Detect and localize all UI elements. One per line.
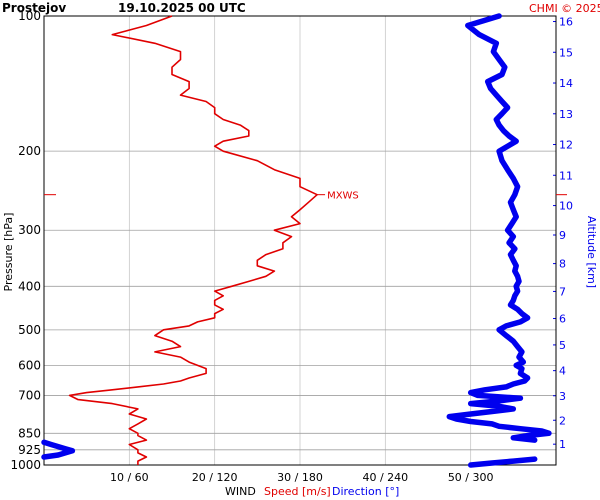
max-wind-marker: MXWS	[44, 191, 567, 202]
y-axis-label: Pressure [hPa]	[2, 213, 15, 292]
speed-series-line	[68, 15, 318, 465]
pressure-tick-label: 500	[18, 323, 41, 337]
plot-series	[41, 13, 557, 468]
altitude-tick-label: 15	[559, 46, 573, 59]
altitude-tick-label: 5	[559, 339, 566, 352]
direction-series-line	[41, 439, 76, 460]
x-tick-label: 30 / 180	[277, 471, 323, 484]
wind-label: WIND	[225, 485, 256, 498]
direction-series-line	[467, 456, 538, 468]
altitude-tick-label: 6	[559, 313, 566, 326]
pressure-tick-label: 925	[18, 443, 41, 457]
altitude-tick-label: 11	[559, 169, 573, 182]
pressure-tick-label: 850	[18, 426, 41, 440]
x-tick-label: 20 / 120	[192, 471, 238, 484]
credit-label: CHMI © 2025	[529, 2, 600, 15]
pressure-tick-label: 700	[18, 388, 41, 402]
speed-label: Speed [m/s]	[264, 485, 331, 498]
altitude-axis-label: Altitude [km]	[585, 216, 598, 288]
pressure-tick-label: 100	[18, 9, 41, 23]
plot-border	[43, 15, 557, 466]
pressure-tick-label: 400	[18, 279, 41, 293]
direction-label: Direction [°]	[332, 485, 399, 498]
x-tick-label: 50 / 300	[448, 471, 494, 484]
altitude-tick-label: 14	[559, 77, 573, 90]
altitude-tick-label: 13	[559, 108, 573, 121]
sounding-datetime: 19.10.2025 00 UTC	[118, 1, 246, 15]
altitude-tick-label: 4	[559, 365, 566, 378]
altitude-tick-label: 3	[559, 390, 566, 403]
max-wind-label: MXWS	[327, 191, 359, 202]
altitude-tick-label: 12	[559, 139, 573, 152]
horizontal-gridlines	[44, 150, 556, 451]
x-tick-label: 10 / 60	[110, 471, 149, 484]
station-name: Prostejov	[2, 1, 66, 15]
x-tick-label: 40 / 240	[362, 471, 408, 484]
altitude-tick-label: 2	[559, 414, 566, 427]
pressure-tick-label: 600	[18, 358, 41, 372]
altitude-tick-label: 9	[559, 229, 566, 242]
altitude-tick-label: 10	[559, 200, 573, 213]
altitude-tick-label: 7	[559, 285, 566, 298]
x-axis-ticks: 10 / 60 20 / 120 30 / 180 40 / 240 50 / 300	[110, 471, 494, 484]
pressure-tick-label: 1000	[10, 458, 41, 472]
pressure-tick-label: 200	[18, 144, 41, 158]
altitude-tick-label: 1	[559, 438, 566, 451]
altitude-tick-label: 16	[559, 16, 573, 29]
altitude-tick-label: 8	[559, 258, 566, 271]
pressure-tick-label: 300	[18, 223, 41, 237]
vertical-gridlines	[128, 16, 472, 465]
direction-series-line	[446, 13, 552, 443]
